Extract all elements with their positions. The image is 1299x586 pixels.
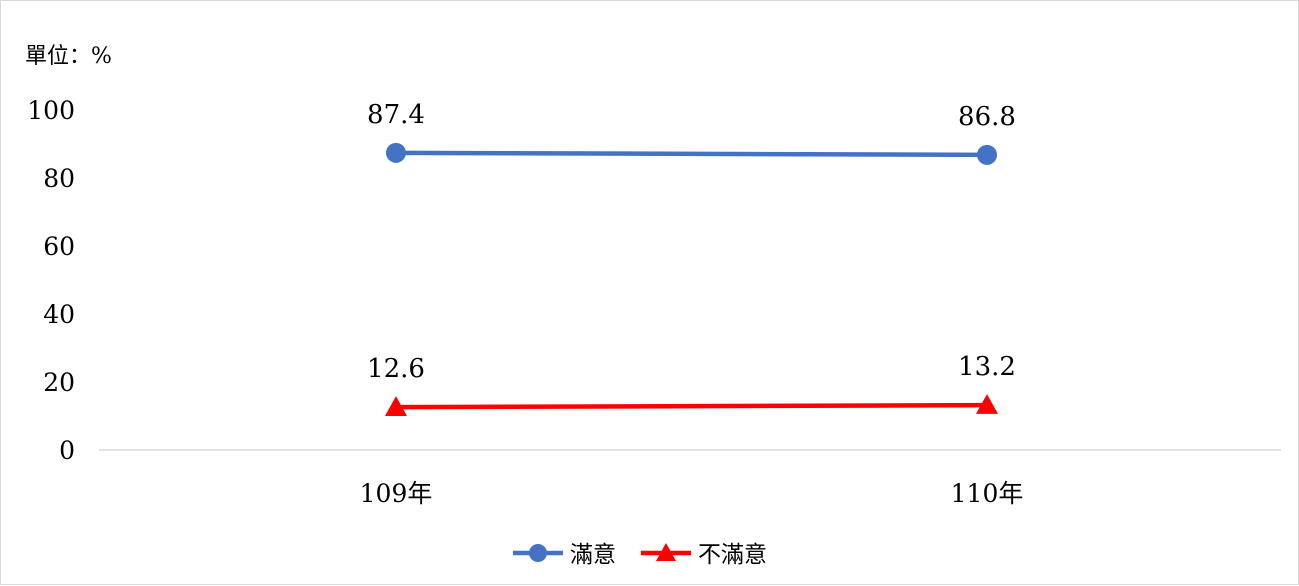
y-axis-ticks: 0 20 40 60 80 100 (27, 96, 75, 465)
data-label: 87.4 (367, 100, 425, 130)
data-label: 13.2 (958, 352, 1016, 382)
legend: 滿意 不滿意 (513, 542, 767, 568)
y-tick-label: 40 (43, 300, 75, 329)
y-tick-label: 20 (43, 368, 75, 397)
y-tick-label: 100 (27, 96, 75, 125)
y-tick-label: 80 (43, 164, 75, 193)
legend-marker-circle (529, 544, 547, 562)
legend-marker-triangle (656, 543, 676, 561)
legend-label: 滿意 (570, 542, 616, 568)
y-tick-label: 0 (59, 436, 75, 465)
y-tick-label: 60 (43, 232, 75, 261)
x-tick-label: 110年 (951, 479, 1024, 508)
series-line (393, 150, 990, 158)
data-point-triangle (976, 394, 998, 414)
x-tick-label: 109年 (360, 479, 433, 508)
x-axis-ticks: 109年 110年 (360, 479, 1024, 508)
unit-label: 單位：% (25, 44, 112, 69)
data-label: 12.6 (367, 354, 425, 384)
data-point-triangle (385, 396, 407, 416)
data-point-circle (386, 142, 406, 163)
series-layer: 87.4 86.8 12.6 13.2 (367, 100, 1016, 416)
data-label: 86.8 (958, 102, 1016, 132)
legend-label: 不滿意 (698, 542, 767, 568)
data-point-circle (977, 144, 997, 165)
series-line (393, 402, 990, 410)
